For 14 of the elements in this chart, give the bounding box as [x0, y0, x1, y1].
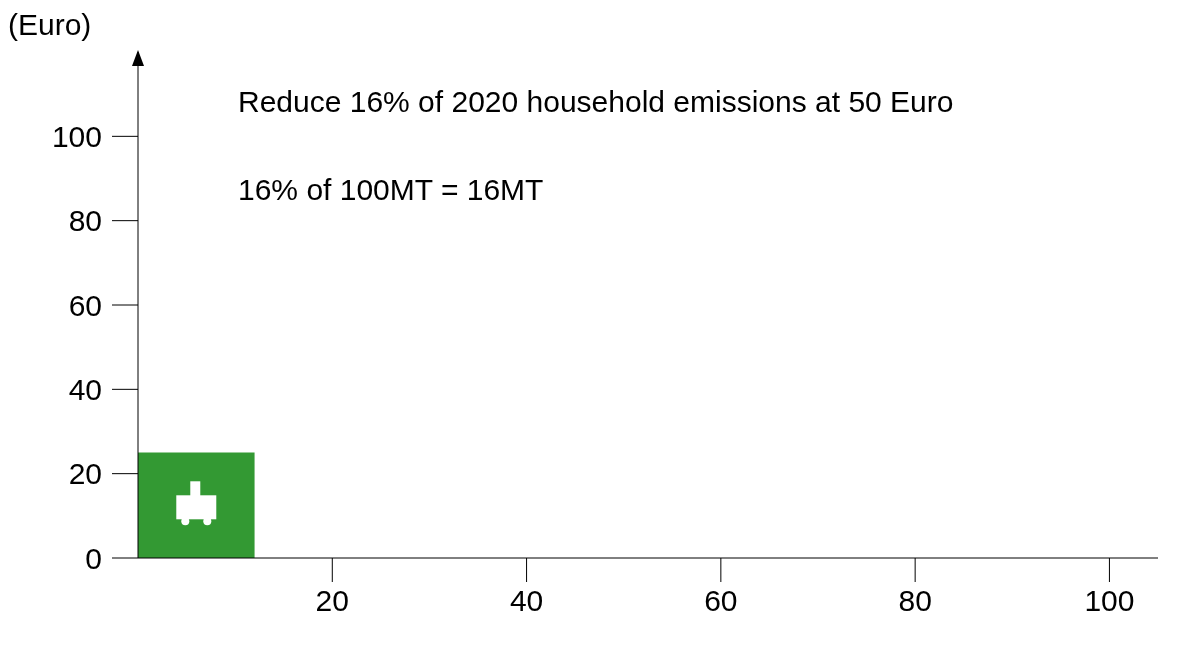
annotation: Reduce 16% of 2020 household emissions at 50 Euro: [238, 85, 954, 118]
y-axis-title: (Euro): [8, 8, 92, 42]
x-tick-label: 40: [509, 584, 544, 618]
x-tick-label: 100: [1084, 584, 1135, 618]
y-tick-label: 20: [68, 457, 102, 491]
x-tick-label: 20: [315, 584, 349, 618]
annotation: 16% of 100MT = 16MT: [238, 173, 544, 206]
y-tick-label: 100: [51, 119, 102, 153]
x-tick-label: 80: [898, 584, 932, 618]
y-tick-label: 40: [68, 372, 102, 406]
y-tick-label: 80: [68, 204, 102, 238]
y-tick-label: 60: [68, 288, 102, 322]
x-tick-label: 60: [704, 584, 738, 618]
y-tick-label: 0: [85, 541, 102, 575]
